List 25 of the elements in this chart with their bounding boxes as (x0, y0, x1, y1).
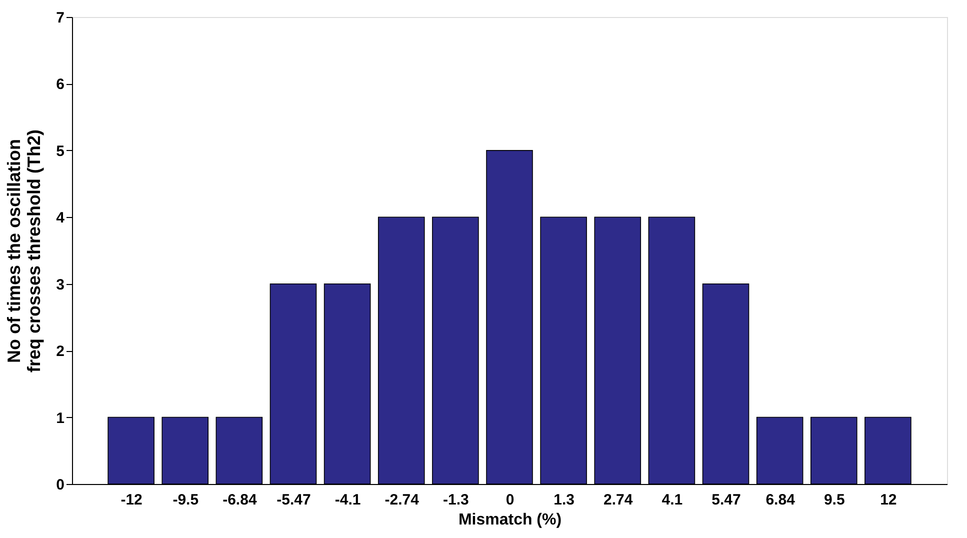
x-tick-label: -9.5 (172, 492, 199, 508)
x-tick-label: -6.84 (222, 492, 258, 508)
x-tick-label: 5.47 (712, 492, 741, 508)
x-tick-label: 2.74 (604, 492, 634, 508)
y-tick-label: 7 (56, 10, 64, 26)
y-tick-label: 6 (56, 76, 64, 94)
y-axis-title: No of times the oscillation freq crosses threshold (Th2) (4, 129, 44, 373)
x-tick-label: -12 (120, 492, 142, 508)
y-tick-label: 0 (56, 476, 64, 494)
x-tick-label: -5.47 (276, 492, 311, 508)
x-tick-label: 6.84 (766, 492, 796, 508)
y-tick-label: 1 (56, 410, 64, 427)
x-tick-label: -2.74 (384, 492, 420, 508)
x-tick-label: 9.5 (824, 492, 845, 508)
x-tick-label: -4.1 (334, 492, 361, 508)
y-tick-label: 3 (56, 276, 64, 294)
x-tick-label: 1.3 (554, 492, 574, 508)
y-tick-label: 4 (56, 210, 66, 227)
x-tick-label: 4.1 (662, 492, 683, 508)
x-tick-label: -1.3 (443, 492, 469, 508)
y-tick-label: 5 (56, 142, 64, 160)
x-tick-label: 12 (880, 492, 897, 508)
y-tick-label: 2 (56, 343, 64, 360)
x-tick-label: 0 (506, 492, 514, 508)
x-axis-title: Mismatch (%) (458, 512, 562, 528)
